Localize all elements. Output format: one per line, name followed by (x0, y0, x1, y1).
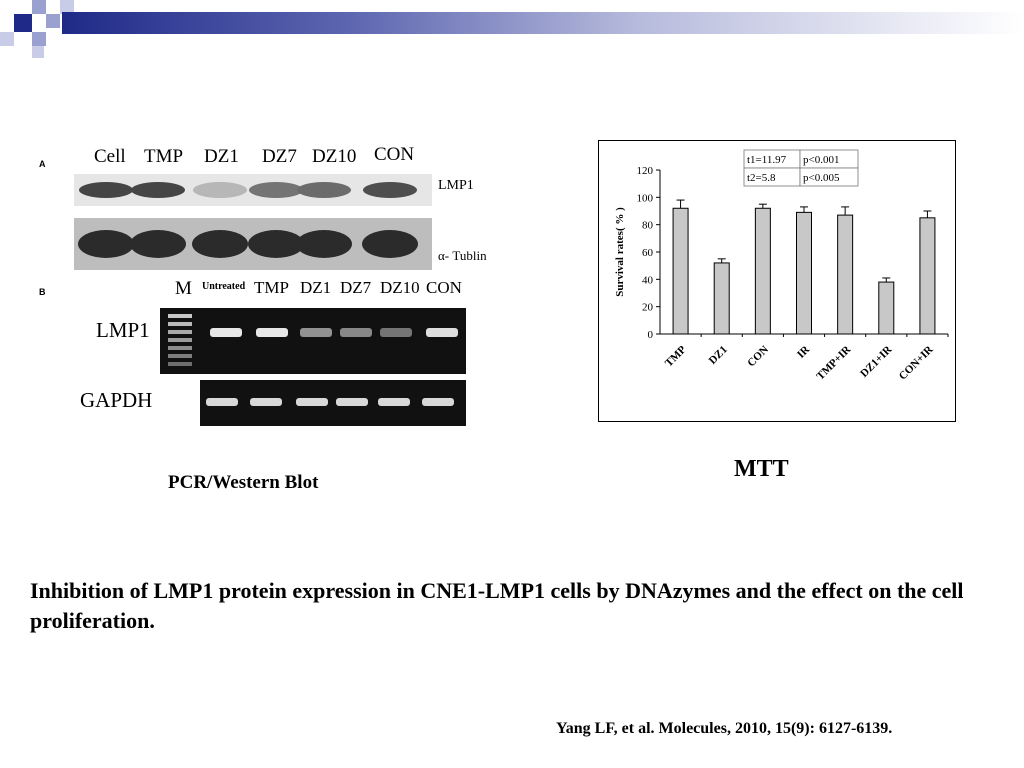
wb-lane-tmp: TMP (144, 146, 184, 167)
slide-decoration (0, 0, 90, 64)
bar (754, 207, 771, 335)
panel-label-a: A (39, 159, 46, 169)
western-blot-image: Cell TMP DZ1 DZ7 DZ10 CON LMP1 α- Tublin (72, 140, 492, 272)
lmp1-band (79, 182, 133, 198)
pcr-lane-dz10: DZ10 (380, 278, 420, 297)
pcr-lmp1-band (300, 328, 332, 337)
pcr-lane-m: M (175, 278, 192, 299)
pcr-lane-tmp: TMP (254, 278, 289, 297)
dna-ladder (168, 314, 192, 366)
lmp1-band (297, 182, 351, 198)
figure-caption: Inhibition of LMP1 protein expression in… (30, 578, 964, 633)
tublin-band (248, 230, 304, 258)
pcr-gapdh-band (422, 398, 454, 406)
bar (878, 281, 895, 335)
tublin-band (78, 230, 134, 258)
y-tick-label: 80 (642, 220, 654, 232)
pcr-lane-dz1: DZ1 (300, 278, 332, 297)
pcr-gapdh-band (296, 398, 328, 406)
x-tick-label: CON+IR (897, 343, 937, 383)
citation: Yang LF, et al. Molecules, 2010, 15(9): … (556, 720, 893, 737)
x-tick-label: TMP+IR (814, 343, 854, 383)
pcr-lmp1-band (380, 328, 412, 337)
pcr-lmp1-band (426, 328, 458, 337)
ladder-band (168, 338, 192, 342)
wb-lane-dz10: DZ10 (312, 146, 357, 167)
y-tick-label: 0 (648, 329, 654, 341)
right-figure-caption: MTT (734, 456, 789, 482)
chart-frame (598, 140, 956, 422)
pcr-gel-image: M Untreated TMP DZ1 DZ7 DZ10 CON LMP1 GA… (76, 272, 468, 428)
x-tick-label: DZ1+IR (858, 343, 895, 380)
pcr-lane-con: CON (426, 278, 462, 297)
tublin-band (130, 230, 186, 258)
pcr-lmp1-band (210, 328, 242, 337)
pcr-lane-untreated: Untreated (202, 281, 246, 292)
pcr-lmp1-band (256, 328, 288, 337)
x-tick-label: TMP (663, 343, 689, 369)
pcr-row-label-gapdh: GAPDH (80, 388, 153, 412)
ladder-band (168, 354, 192, 358)
x-tick-label: CON (745, 344, 771, 370)
x-tick-label: DZ1 (707, 344, 730, 367)
y-axis-label: Survival rates( % ) (614, 207, 626, 297)
pcr-gapdh-band (250, 398, 282, 406)
y-tick-label: 120 (637, 165, 654, 177)
bar (672, 207, 689, 335)
bar (713, 262, 730, 335)
lmp1-band (363, 182, 417, 198)
ladder-band (168, 330, 192, 334)
lmp1-band (131, 182, 185, 198)
tublin-band (296, 230, 352, 258)
ladder-band (168, 362, 192, 366)
bar (796, 211, 812, 335)
wb-lane-con: CON (374, 144, 415, 165)
x-tick-label: IR (795, 343, 813, 361)
pcr-gapdh-band (206, 398, 238, 406)
mtt-bar-chart: 0 20 40 60 80 100 120 Survival rates( % ) TMP DZ1… (614, 149, 949, 383)
bar (837, 214, 854, 335)
stats-cell-text: p<0.001 (803, 154, 839, 166)
pcr-bands (206, 328, 458, 406)
y-tick-label: 100 (637, 192, 654, 204)
wb-lane-cell: Cell (94, 146, 126, 167)
pcr-row-label-lmp1: LMP1 (96, 318, 150, 342)
stats-cell (799, 167, 859, 187)
wb-row-label-tublin: α- Tublin (438, 248, 487, 263)
wb-row-label-lmp1: LMP1 (438, 178, 474, 193)
pcr-gapdh-band (336, 398, 368, 406)
lmp1-band (249, 182, 303, 198)
tublin-band (192, 230, 248, 258)
y-tick-label: 60 (642, 247, 654, 259)
ladder-band (168, 346, 192, 350)
stats-cell-text: p<0.005 (803, 172, 840, 184)
pcr-lane-dz7: DZ7 (340, 278, 372, 297)
ladder-band (168, 322, 192, 326)
pcr-lmp1-band (340, 328, 372, 337)
panel-label-b: B (39, 287, 46, 297)
pcr-gapdh-band (378, 398, 410, 406)
left-figure-caption: PCR/Western Blot (168, 472, 319, 493)
ladder-band (168, 314, 192, 318)
western-blot-bands (78, 182, 418, 258)
y-tick-label: 40 (642, 274, 654, 286)
stats-cell-text: t2=5.8 (747, 172, 776, 184)
wb-lane-dz1: DZ1 (204, 146, 239, 167)
tublin-band (362, 230, 418, 258)
header-gradient-bar (62, 12, 1024, 34)
y-tick-label: 20 (642, 302, 654, 314)
bar (919, 217, 936, 335)
lmp1-band (193, 182, 247, 198)
wb-lane-dz7: DZ7 (262, 146, 297, 167)
stats-cell-text: t1=11.97 (747, 154, 787, 166)
